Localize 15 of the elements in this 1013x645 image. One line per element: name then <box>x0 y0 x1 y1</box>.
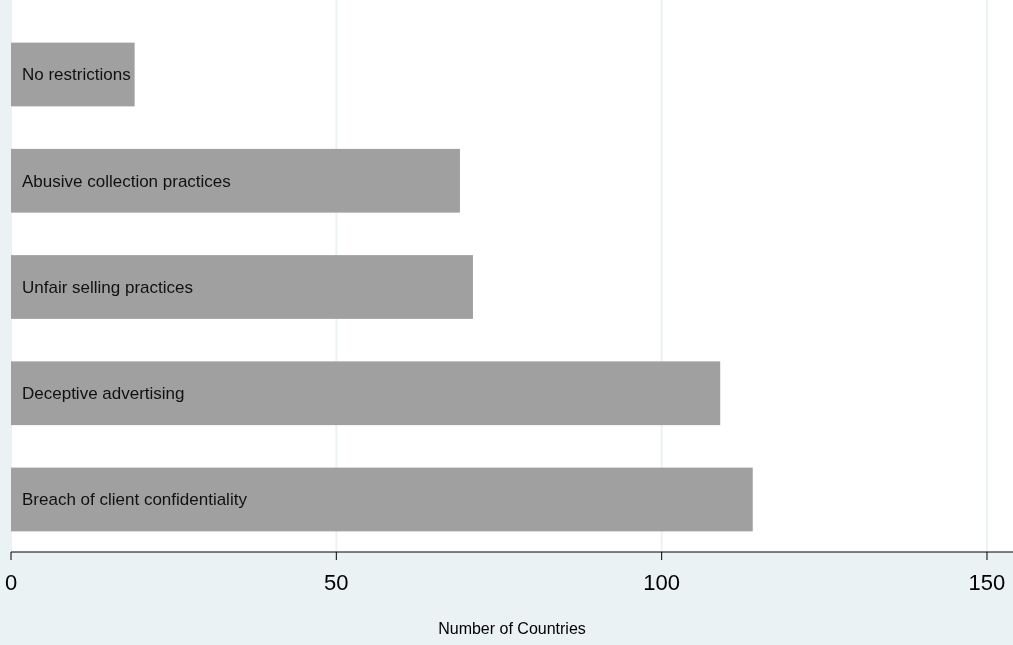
y-tick-label: Abusive collection practices <box>22 171 231 191</box>
x-tick-label: 0 <box>4 570 18 595</box>
bar <box>11 361 721 426</box>
bar <box>11 255 473 319</box>
x-tick-label: 100 <box>643 570 681 595</box>
y-tick-label: Breach of client confidentiality <box>22 490 248 510</box>
x-axis-title: Number of Countries <box>438 620 586 637</box>
x-tick-label: 50 <box>324 570 349 595</box>
x-tick-label: 150 <box>968 570 1006 595</box>
y-tick-label: No restrictions <box>22 65 131 85</box>
bar <box>11 42 135 107</box>
bar <box>11 467 753 532</box>
y-tick-label: Deceptive advertising <box>22 384 185 404</box>
bar <box>11 148 460 213</box>
y-tick-label: Unfair selling practices <box>22 277 194 297</box>
